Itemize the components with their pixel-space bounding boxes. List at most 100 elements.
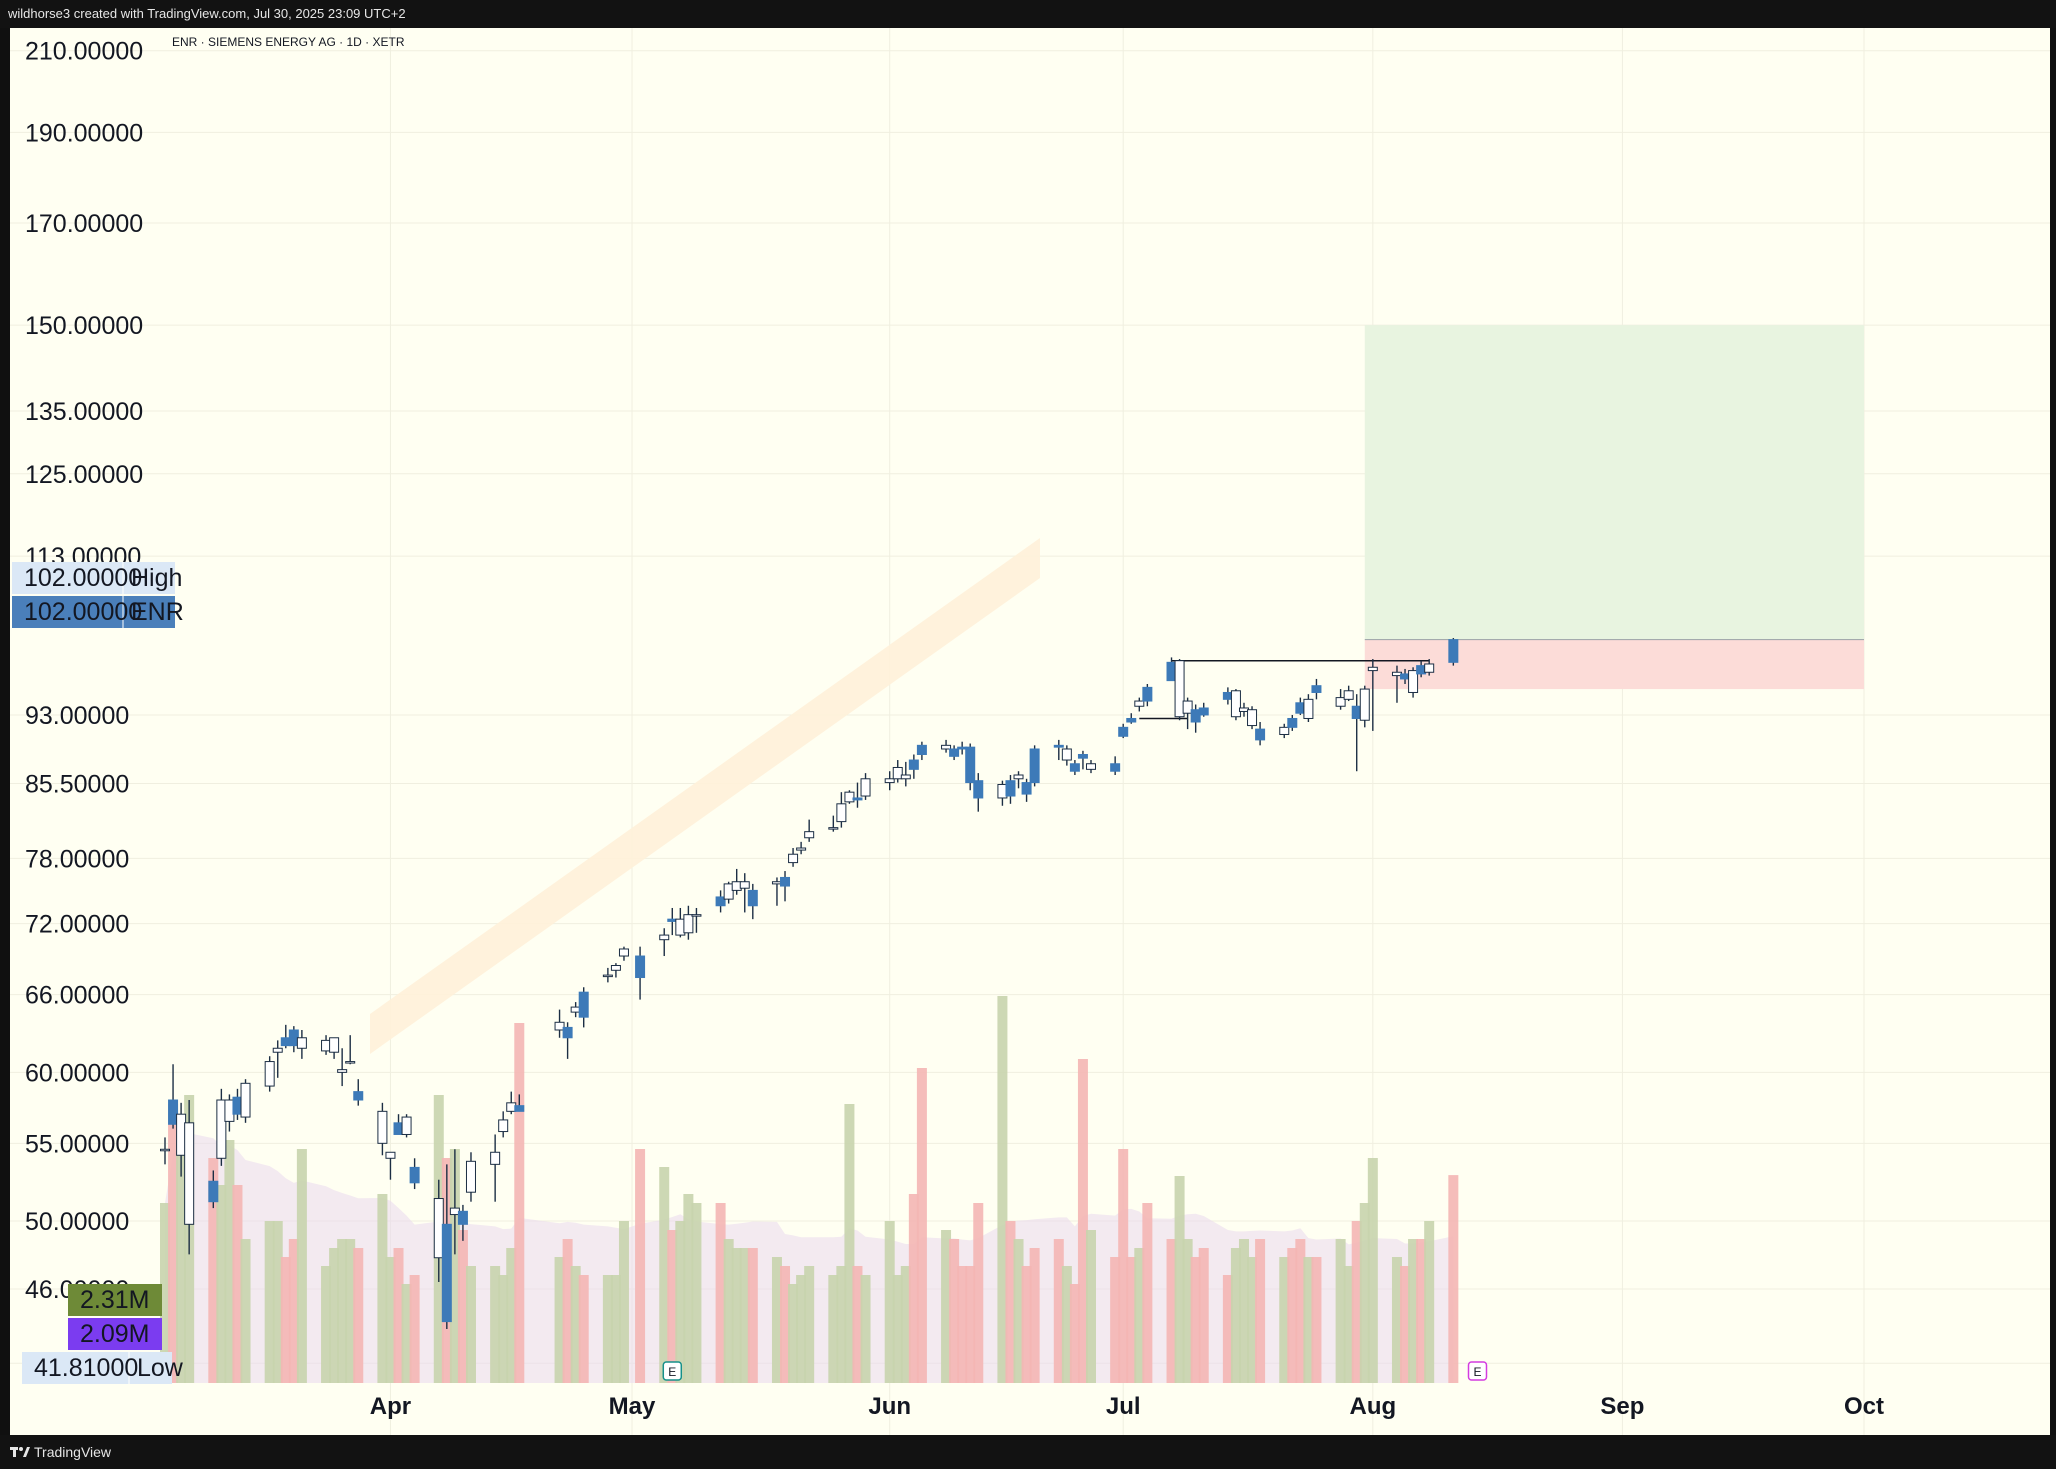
volume-bar [1424,1221,1435,1383]
volume-bar [675,1221,686,1383]
candle-body [691,914,702,917]
high-label-bg [12,562,175,594]
price-chart[interactable]: ENR · SIEMENS ENERGY AG · 1D · XETR 210.0… [10,28,2050,1435]
volume-bar [1391,1257,1402,1383]
volume-bar [836,1266,847,1383]
volume-label-bg [68,1284,162,1316]
candle-body [1077,753,1088,759]
last-price-label-bg [12,596,175,628]
candle-body [1061,748,1072,761]
candle [965,743,976,791]
candle [860,773,871,800]
volume-bar [465,1266,476,1383]
candle [1198,702,1209,717]
candle-body [1021,782,1032,795]
candle-body [796,847,807,851]
candle-body [1247,709,1258,727]
volume-ma-label-bg [68,1318,162,1350]
candle-body [1198,707,1209,716]
candle [1367,659,1378,731]
candle [465,1152,476,1202]
candle [1005,774,1016,804]
candle [844,790,855,804]
volume-bar [957,1266,968,1383]
candle [788,848,799,867]
chart-area[interactable]: ENR · SIEMENS ENERGY AG · 1D · XETR 210.0… [10,28,2050,1435]
candle-body [1142,686,1153,702]
earnings-marker-box [662,1361,683,1381]
volume-bar [208,1158,219,1383]
volume-bar [329,1248,340,1383]
volume-bar [1448,1175,1459,1383]
volume-bar [1029,1248,1040,1383]
month-label: Aug [1349,1393,1396,1420]
candle-body [1174,660,1185,718]
candle-body [208,1180,219,1203]
candle-body [900,774,911,780]
volume-bar [844,1104,855,1383]
low-label-value: 41.81000 [34,1354,138,1382]
candle-body [602,974,613,978]
candle-body [1182,700,1193,714]
candle-body [780,876,791,887]
candle [377,1102,388,1156]
candle [900,761,911,787]
volume-bar [1335,1239,1346,1383]
price-tick-label: 85.50000 [25,771,129,799]
candle [272,1040,283,1078]
candle [691,907,702,933]
volume-bar [691,1203,702,1383]
candle [1013,771,1024,789]
candle [1247,706,1258,730]
volume-bar [1053,1239,1064,1383]
candle [385,1151,396,1180]
candle [1077,750,1088,770]
volume-bar [216,1185,227,1383]
volume-ma-label: 2.09M [68,1318,162,1350]
candle-body [385,1151,396,1159]
volume-bar [457,1230,468,1383]
volume-bar [264,1221,275,1383]
price-tick-label: 55.00000 [25,1130,129,1158]
candle-body [836,803,847,823]
candle [892,760,903,783]
candle-body [739,881,750,889]
candle-body [635,955,646,979]
footer-brand: TradingView [34,1444,112,1460]
candle-body [1126,717,1137,723]
candle [1311,678,1322,700]
volume-bar [610,1275,621,1383]
candle-body [1013,774,1024,780]
volume-bar [353,1248,364,1383]
volume-bar [949,1239,960,1383]
volume-bar [618,1221,629,1383]
volume-bar [860,1275,871,1383]
month-label: Oct [1844,1393,1884,1420]
volume-bar [570,1266,581,1383]
candle [1110,756,1121,775]
footer-bar: TradingView [0,1435,2056,1469]
volume-bar [1279,1257,1290,1383]
earnings-marker-box [1467,1361,1488,1381]
volume-bar [1069,1284,1080,1383]
volume-bar [965,1266,976,1383]
volume-bar [1238,1239,1249,1383]
candle [618,946,629,961]
candle [635,946,646,1000]
candle-body [296,1037,307,1049]
candle [723,881,734,904]
volume-bar [747,1248,758,1383]
candle [562,1022,573,1059]
candle-body [562,1026,573,1039]
candle [401,1114,412,1138]
volume-bar [683,1194,694,1383]
candle [1085,760,1096,774]
candle-body [1287,717,1298,728]
candle-body [490,1151,501,1165]
volume-bar [578,1275,589,1383]
candle-body [659,934,670,941]
volume-bar [272,1221,283,1383]
volume-bar [1174,1176,1185,1383]
